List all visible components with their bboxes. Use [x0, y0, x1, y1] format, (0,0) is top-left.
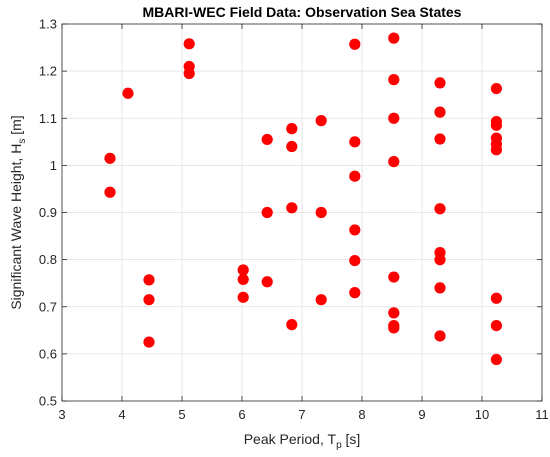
x-tick-label: 8: [358, 407, 365, 422]
x-tick-label: 10: [475, 407, 489, 422]
data-point: [349, 38, 361, 50]
data-point: [286, 123, 298, 135]
y-tick-label: 0.9: [39, 205, 57, 220]
x-tick-label: 5: [178, 407, 185, 422]
data-point: [104, 152, 116, 164]
data-point: [286, 319, 298, 331]
data-point: [388, 271, 400, 283]
data-point: [388, 32, 400, 44]
data-point: [434, 106, 446, 118]
data-point: [261, 276, 273, 288]
data-point: [434, 282, 446, 294]
y-tick-label: 1: [50, 158, 57, 173]
data-point: [315, 115, 327, 127]
x-tick-label: 3: [58, 407, 65, 422]
data-point: [490, 144, 502, 156]
data-point: [286, 202, 298, 214]
y-tick-label: 1.1: [39, 111, 57, 126]
x-tick-label: 7: [298, 407, 305, 422]
data-point: [490, 292, 502, 304]
y-tick-label: 0.7: [39, 299, 57, 314]
data-point: [261, 206, 273, 219]
data-point: [388, 112, 400, 124]
data-point: [183, 38, 195, 50]
data-point: [143, 294, 155, 306]
data-point: [434, 330, 446, 342]
data-point: [349, 136, 361, 148]
data-point: [315, 294, 327, 306]
data-points: [104, 32, 502, 366]
data-point: [143, 336, 155, 348]
data-point: [434, 77, 446, 89]
y-tick-label: 1.3: [39, 17, 57, 32]
data-point: [104, 186, 116, 198]
data-point: [490, 82, 502, 95]
data-point: [388, 156, 400, 168]
data-point: [143, 274, 155, 286]
chart-title: MBARI-WEC Field Data: Observation Sea St…: [143, 4, 462, 20]
data-point: [315, 206, 327, 219]
data-point: [237, 273, 249, 286]
y-tick-label: 0.8: [39, 252, 57, 267]
data-point: [388, 307, 400, 319]
data-point: [261, 133, 273, 146]
data-point: [434, 133, 446, 145]
grid-lines: [62, 24, 542, 401]
data-point: [434, 203, 446, 215]
x-tick-label: 11: [535, 407, 549, 422]
data-point: [237, 264, 249, 276]
data-point: [349, 287, 361, 299]
y-tick-label: 0.6: [39, 346, 57, 361]
data-point: [349, 170, 361, 182]
data-point: [434, 254, 446, 266]
data-point: [388, 74, 400, 86]
x-tick-label: 4: [118, 407, 125, 422]
y-tick-label: 1.2: [39, 64, 57, 79]
y-axis-label: Significant Wave Height, Hs [m]: [8, 115, 28, 309]
data-point: [349, 254, 361, 267]
data-point: [286, 140, 298, 153]
data-point: [388, 322, 400, 334]
x-ticks: 3 4 5 6 7 8 9 10 11: [58, 24, 549, 422]
data-point: [122, 87, 134, 99]
data-point: [490, 353, 502, 366]
x-tick-label: 9: [418, 407, 425, 422]
x-tick-label: 6: [238, 407, 245, 422]
data-point: [490, 119, 502, 131]
data-point: [183, 67, 195, 80]
data-point: [237, 291, 249, 303]
data-point: [490, 320, 502, 332]
y-tick-label: 0.5: [39, 394, 57, 409]
x-axis-label: Peak Period, Tp [s]: [244, 431, 361, 451]
y-ticks: 0.5 0.6 0.7 0.8 0.9 1 1.1 1.2 1.3: [39, 17, 542, 409]
data-point: [349, 224, 361, 236]
